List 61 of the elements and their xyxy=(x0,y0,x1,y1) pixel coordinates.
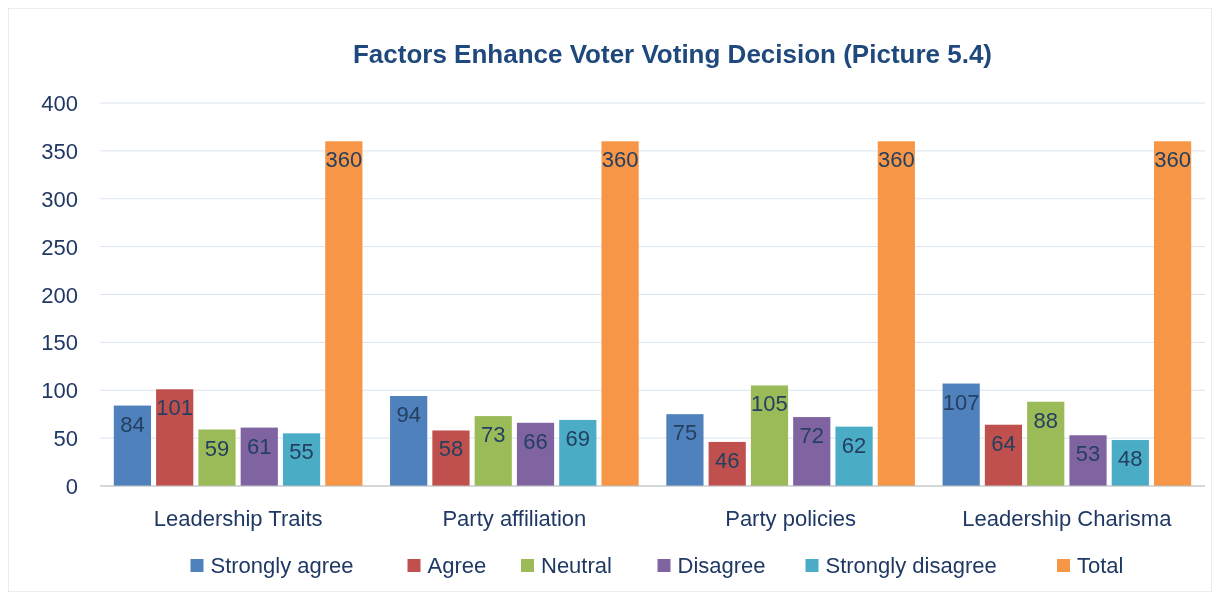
bar xyxy=(113,405,152,486)
bar xyxy=(156,389,194,486)
data-label: 72 xyxy=(799,423,825,449)
y-tick-label: 200 xyxy=(41,282,78,308)
bar xyxy=(325,141,363,486)
data-label: 55 xyxy=(289,439,314,465)
legend-label: Strongly disagree xyxy=(825,553,997,578)
data-label: 53 xyxy=(1075,441,1101,467)
bar xyxy=(877,141,915,486)
bar xyxy=(666,414,704,486)
bar xyxy=(474,416,512,486)
data-label: 66 xyxy=(523,428,548,454)
data-label: 58 xyxy=(438,436,464,462)
bar xyxy=(601,141,639,486)
data-label: 84 xyxy=(120,411,145,437)
legend-label: Total xyxy=(1077,553,1124,578)
x-tick-label: Party affiliation xyxy=(442,506,587,531)
data-label: 73 xyxy=(480,422,506,448)
data-label: 360 xyxy=(325,147,363,173)
bar xyxy=(1069,435,1107,486)
x-tick-label: Leadership Traits xyxy=(153,506,323,531)
bar xyxy=(750,385,789,486)
bar xyxy=(793,417,831,486)
data-label: 46 xyxy=(714,447,740,473)
legend-label: Strongly agree xyxy=(210,553,354,578)
bar xyxy=(835,426,873,486)
data-label: 360 xyxy=(601,147,639,173)
data-label: 75 xyxy=(672,420,698,446)
legend-label: Agree xyxy=(427,553,487,578)
data-label: 88 xyxy=(1033,407,1058,433)
y-tick-label: 250 xyxy=(41,234,78,260)
y-tick-label: 0 xyxy=(65,474,78,499)
data-label: 64 xyxy=(991,430,1016,456)
bar xyxy=(198,429,236,486)
data-label: 94 xyxy=(396,401,421,427)
data-label: 61 xyxy=(247,433,272,459)
legend-label: Disagree xyxy=(677,553,766,578)
bar xyxy=(432,430,470,486)
y-tick-label: 350 xyxy=(41,138,78,164)
data-label: 107 xyxy=(942,389,980,415)
bar xyxy=(1153,141,1192,486)
x-tick-label: Leadership Charisma xyxy=(962,506,1173,531)
bar xyxy=(390,396,428,486)
data-label: 360 xyxy=(1154,147,1191,173)
chart-title: Factors Enhance Voter Voting Decision (Picture 5.4) xyxy=(352,39,993,69)
data-label: 360 xyxy=(877,147,915,173)
bar xyxy=(942,383,980,486)
data-label: 62 xyxy=(841,432,867,458)
bar xyxy=(1027,401,1065,486)
data-label: 105 xyxy=(751,391,788,417)
y-tick-label: 100 xyxy=(41,378,78,404)
x-tick-label: Party policies xyxy=(725,506,857,531)
legend-label: Neutral xyxy=(541,553,612,578)
y-tick-label: 150 xyxy=(41,330,78,356)
data-label: 48 xyxy=(1118,446,1143,472)
data-label: 101 xyxy=(156,395,194,421)
y-tick-label: 300 xyxy=(41,186,78,212)
data-label: 69 xyxy=(565,425,591,451)
y-tick-label: 400 xyxy=(41,91,78,116)
data-label: 59 xyxy=(204,435,230,461)
y-tick-label: 50 xyxy=(53,426,78,452)
